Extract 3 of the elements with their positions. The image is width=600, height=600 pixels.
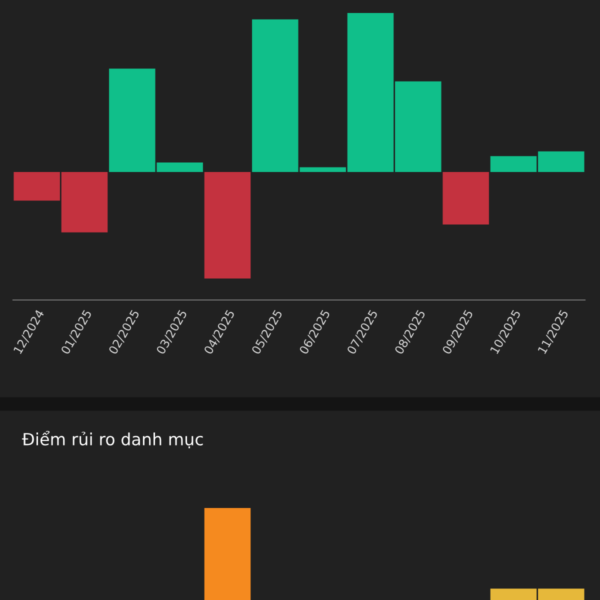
bar xyxy=(204,172,251,279)
chart-title: Điểm rủi ro danh mục xyxy=(22,430,203,448)
bar xyxy=(442,172,489,224)
